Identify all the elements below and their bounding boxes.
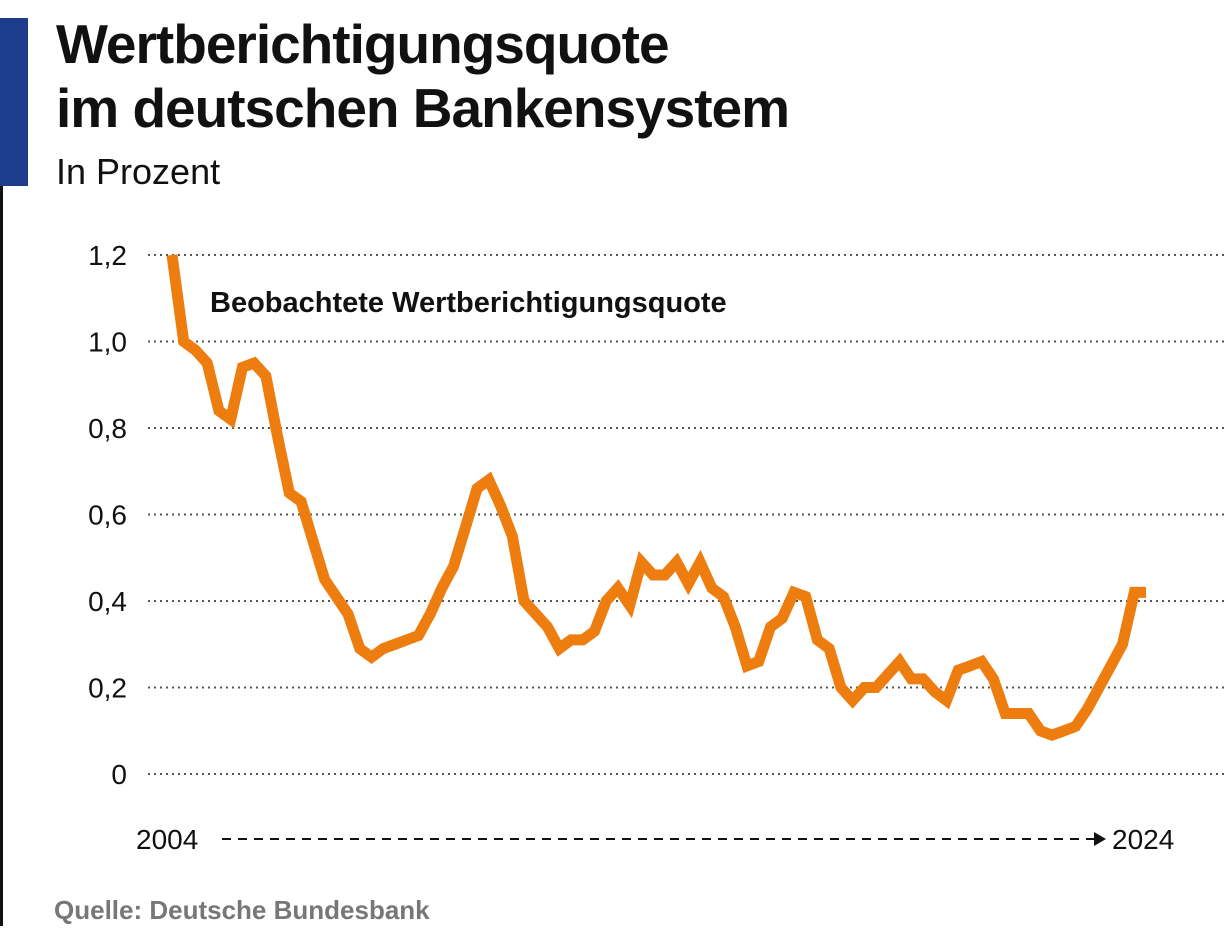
- y-tick-label: 0,2: [88, 673, 127, 704]
- y-tick-label: 0,4: [88, 586, 127, 617]
- y-axis-ticks: 0 0,2 0,4 0,6 0,8 1,0 1,2: [88, 240, 127, 790]
- x-end-label: 2024: [1112, 824, 1174, 855]
- y-tick-label: 1,2: [88, 240, 127, 271]
- y-tick-label: 1,0: [88, 327, 127, 358]
- y-tick-label: 0: [111, 759, 127, 790]
- y-tick-label: 0,6: [88, 500, 127, 531]
- series-group: [172, 255, 1146, 735]
- x-start-label: 2004: [136, 824, 198, 855]
- x-axis-arrow-head: [1094, 832, 1106, 846]
- series-line: [172, 255, 1146, 735]
- source-note: Quelle: Deutsche Bundesbank: [54, 895, 430, 926]
- y-tick-label: 0,8: [88, 413, 127, 444]
- series-annotation: Beobachtete Wertberichtigungsquote: [210, 287, 727, 319]
